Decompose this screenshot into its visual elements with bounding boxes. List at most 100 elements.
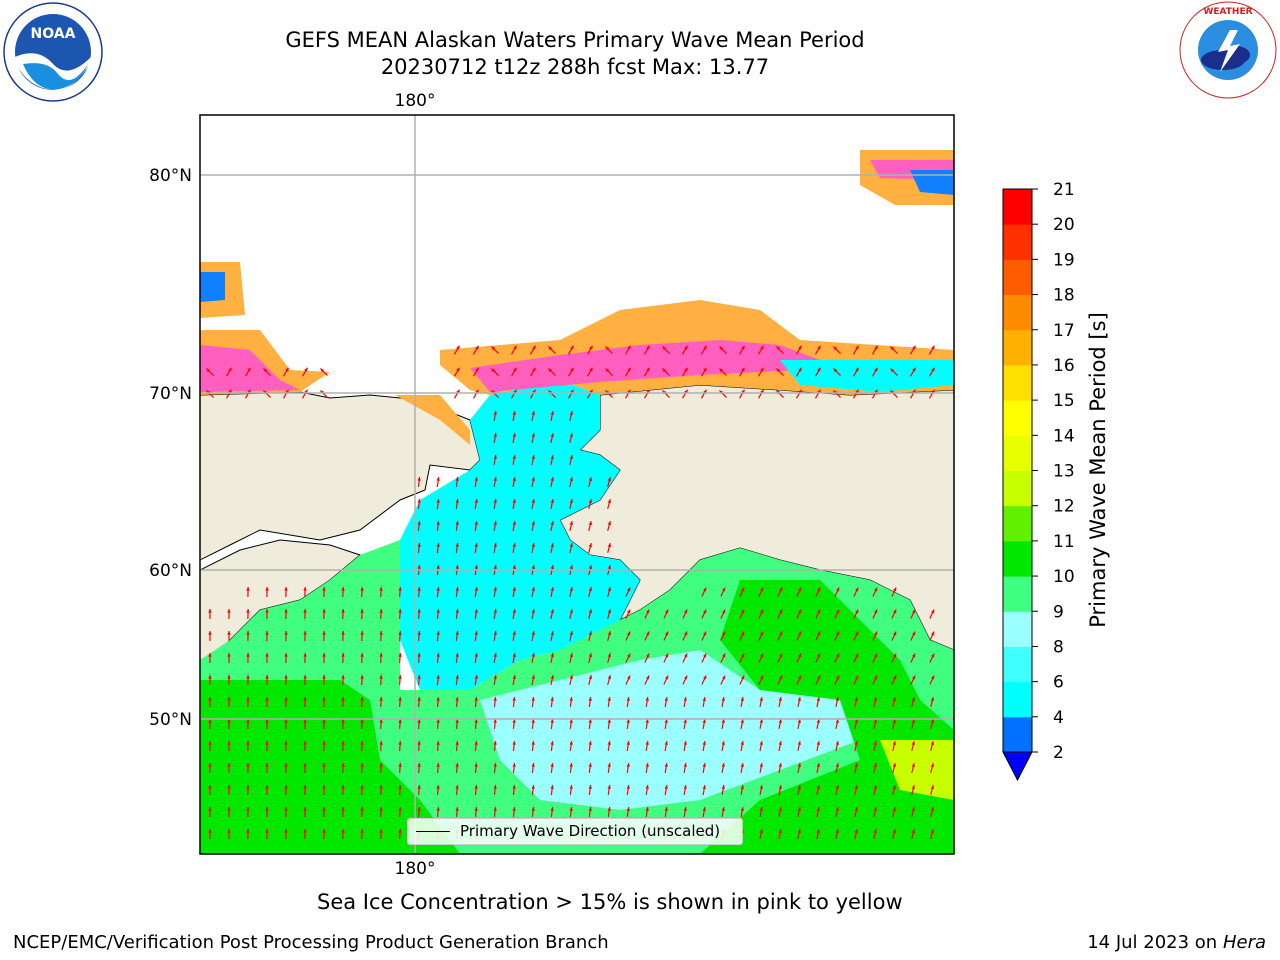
- wave-arrow-head: [531, 543, 535, 547]
- wave-arrow-head: [531, 565, 535, 569]
- wave-arrow-head: [436, 477, 440, 481]
- wave-arrow-head: [874, 675, 878, 680]
- wave-arrow-head: [550, 763, 554, 767]
- wave-arrow-head: [512, 785, 516, 789]
- wave-arrow-head: [265, 609, 269, 613]
- wave-arrow-head: [531, 499, 535, 503]
- wave-arrow-head: [341, 609, 345, 613]
- colorbar-segment: [1003, 505, 1032, 542]
- wave-arrow-head: [569, 521, 574, 526]
- wave-arrow-head: [208, 653, 212, 657]
- wave-arrow-head: [208, 631, 212, 635]
- wave-arrow-head: [930, 785, 935, 790]
- wave-arrow-head: [874, 367, 878, 372]
- wave-arrow-head: [627, 345, 631, 350]
- footer-date: 14 Jul 2023 on Hera: [1087, 932, 1266, 953]
- wave-arrow-head: [588, 653, 593, 658]
- wave-arrow-head: [569, 609, 574, 614]
- wave-arrow-head: [778, 719, 782, 723]
- wave-arrow-head: [588, 587, 593, 592]
- wave-arrow-head: [284, 785, 288, 789]
- wave-arrow-head: [683, 785, 687, 789]
- wave-arrow-head: [417, 763, 421, 767]
- wave-arrow-head: [474, 587, 478, 591]
- wave-arrow-head: [626, 697, 630, 701]
- wave-arrow-head: [398, 719, 402, 723]
- wave-arrow-head: [626, 719, 630, 723]
- wave-arrow-head: [474, 499, 478, 503]
- wave-arrow-head: [246, 697, 250, 701]
- wave-arrow-head: [246, 609, 250, 613]
- wave-arrow-head: [550, 433, 555, 438]
- wave-arrow-head: [284, 609, 288, 613]
- wave-arrow-head: [626, 741, 630, 745]
- wave-arrow-head: [798, 653, 802, 658]
- wave-arrow-head: [474, 609, 478, 613]
- wave-arrow-head: [569, 477, 574, 482]
- wave-arrow-head: [627, 675, 631, 680]
- wave-arrow-head: [474, 697, 478, 701]
- wave-arrow-head: [817, 367, 821, 372]
- lat-label-70: 70°N: [149, 384, 192, 404]
- wave-arrow-head: [208, 609, 212, 613]
- wave-arrow-head: [816, 829, 820, 834]
- wave-arrow-head: [893, 653, 897, 658]
- wave-arrow-head: [322, 587, 326, 591]
- wave-arrow-head: [722, 587, 726, 592]
- legend-label: Primary Wave Direction (unscaled): [460, 822, 721, 840]
- colorbar-extend-triangle: [1002, 751, 1033, 782]
- wave-arrow-head: [246, 741, 250, 745]
- wave-arrow-head: [588, 565, 593, 570]
- wave-arrow-head: [531, 763, 535, 767]
- sea-ice-note: Sea Ice Concentration > 15% is shown in …: [317, 890, 903, 914]
- chart-title: GEFS MEAN Alaskan Waters Primary Wave Me…: [285, 28, 865, 52]
- wave-arrow-head: [455, 785, 459, 789]
- wave-arrow-head: [398, 631, 402, 635]
- wave-arrow-head: [911, 763, 916, 768]
- wave-arrow-head: [892, 741, 897, 746]
- colorbar-segment: [1003, 189, 1032, 225]
- wave-arrow-head: [206, 368, 211, 373]
- wave-arrow-head: [719, 368, 724, 373]
- wave-arrow-head: [759, 829, 763, 833]
- wave-arrow-head: [569, 587, 574, 592]
- wave-arrow-head: [836, 675, 840, 680]
- wave-arrow-head: [911, 719, 916, 724]
- wave-arrow-head: [740, 719, 744, 723]
- wave-arrow-head: [893, 631, 897, 636]
- wave-arrow-head: [912, 653, 916, 658]
- wave-arrow-head: [227, 675, 231, 679]
- wave-arrow-head: [605, 346, 610, 351]
- wave-arrow-head: [740, 807, 744, 811]
- colorbar-tick-label: 18: [1053, 286, 1075, 306]
- colorbar-tick-label: 16: [1053, 356, 1075, 376]
- colorbar-tick-label: 19: [1053, 250, 1075, 270]
- wave-arrow-head: [684, 609, 688, 614]
- wave-arrow-head: [588, 477, 593, 482]
- wave-arrow-head: [570, 367, 574, 372]
- wave-arrow-head: [304, 367, 308, 372]
- wave-arrow-head: [246, 675, 250, 679]
- wave-arrow-head: [607, 653, 612, 658]
- wave-arrow-head: [873, 763, 878, 768]
- colorbar-tick-label: 9: [1053, 602, 1064, 622]
- wave-arrow-head: [379, 719, 383, 723]
- wave-arrow-head: [417, 543, 421, 547]
- wave-arrow-head: [493, 521, 497, 525]
- wave-arrow-head: [550, 543, 555, 548]
- wave-arrow-head: [531, 433, 535, 437]
- wave-arrow-head: [455, 697, 459, 701]
- wave-arrow-head: [436, 807, 440, 811]
- wave-arrow-head: [911, 741, 916, 746]
- wave-arrow-head: [360, 807, 364, 811]
- wave-arrow-head: [702, 807, 706, 811]
- wave-arrow-head: [854, 807, 859, 812]
- wave-arrow-head: [664, 763, 668, 767]
- wave-arrow-head: [285, 367, 289, 372]
- wave-arrow-head: [588, 763, 592, 767]
- wave-arrow-head: [779, 653, 783, 658]
- wave-arrow-head: [930, 807, 935, 812]
- wave-arrow-head: [817, 345, 821, 350]
- wave-arrow-head: [455, 565, 459, 569]
- wave-arrow-head: [569, 763, 573, 767]
